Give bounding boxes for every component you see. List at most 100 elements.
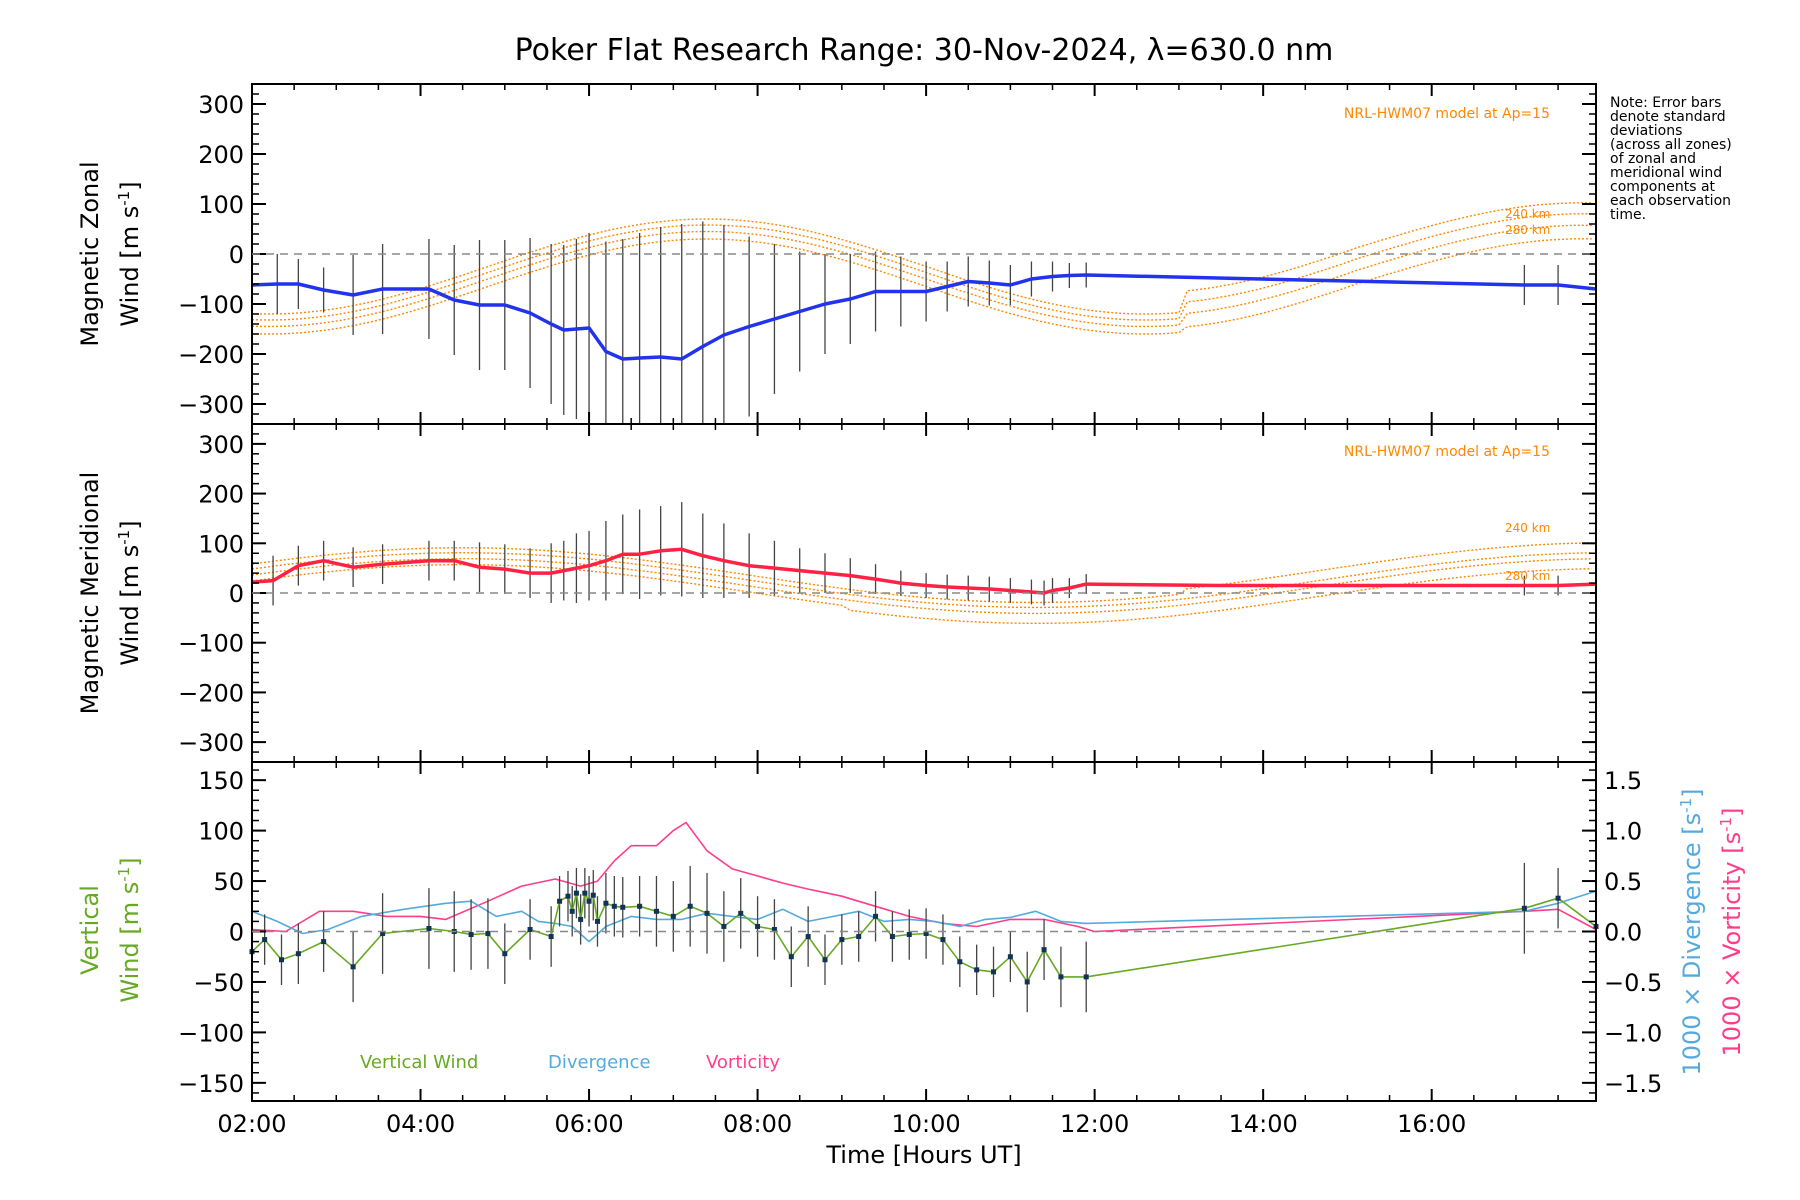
zonal-y-tick-label: −100 — [178, 291, 244, 319]
note-line: of zonal and — [1610, 151, 1696, 167]
meridional-y-tick-label: −300 — [178, 729, 244, 757]
vertical-wind-point — [755, 923, 761, 929]
zonal-alt-label-240: 240 km — [1505, 207, 1550, 221]
vertical-wind-point — [565, 893, 571, 899]
vertical-wind-point — [771, 926, 777, 932]
vertical-wind-point — [856, 934, 862, 940]
error-bar-note: Note: Error bars denote standard deviation… — [1610, 96, 1790, 222]
right-label-vorticity-part: -1 — [1717, 817, 1735, 832]
zonal-model-curve — [251, 224, 1592, 328]
zonal-model-curve — [251, 238, 1592, 335]
right-label-divergence-part: 1000 × Divergence [s — [1678, 813, 1706, 1076]
note-line: each observation — [1610, 193, 1732, 209]
meridional-y-label-line1-part: Magnetic Meridional — [76, 472, 104, 715]
vertical-wind-point — [721, 923, 727, 929]
vertical-wind-point — [426, 925, 432, 931]
vertical-y-tick-label: 100 — [198, 818, 244, 846]
zonal-y-tick-label: −300 — [178, 391, 244, 419]
vertical-y-label-line2-part: ] — [116, 857, 144, 866]
vertical-wind-point — [670, 913, 676, 919]
legend-vorticity: Vorticity — [706, 1052, 780, 1073]
right-y-tick-label: −1.5 — [1604, 1070, 1662, 1098]
vertical-wind-point — [923, 931, 929, 937]
meridional-y-label-line2-part: Wind [m s — [116, 545, 144, 666]
meridional-y-tick-label: 0 — [229, 580, 244, 608]
right-label-divergence-part: -1 — [1677, 798, 1695, 813]
note-line: time. — [1610, 207, 1647, 223]
vertical-y-label-line2-part: Wind [m s — [116, 882, 144, 1003]
note-line: (across all zones) — [1610, 137, 1732, 153]
x-axis-label: Time [Hours UT] — [825, 1141, 1021, 1169]
vertical-wind-point — [822, 957, 828, 963]
zonal-y-label-line1-part: Magnetic Zonal — [76, 161, 104, 346]
meridional-y-tick-label: 300 — [198, 431, 244, 459]
x-tick-label: 10:00 — [892, 1110, 961, 1138]
vertical-wind-point — [1058, 974, 1064, 980]
vertical-wind-point — [788, 954, 794, 960]
vertical-wind-point — [653, 908, 659, 914]
vertical-wind-point — [569, 908, 575, 914]
x-tick-label: 16:00 — [1397, 1110, 1466, 1138]
vertical-wind-point — [1007, 954, 1013, 960]
meridional-y-tick-label: −200 — [178, 679, 244, 707]
vertical-y-label-line2: Wind [m s-1] — [115, 857, 144, 1002]
x-tick-label: 08:00 — [723, 1110, 792, 1138]
right-y-tick-label: 1.0 — [1604, 818, 1642, 846]
vertical-wind-point — [611, 903, 617, 909]
note-line: Note: Error bars — [1610, 95, 1722, 111]
panel-layer: 300 200 100 0 −100 −200 −300 NRL-HWM07 model at… — [76, 83, 1746, 1138]
x-tick-label: 02:00 — [217, 1110, 286, 1138]
zonal-y-label-line2-part: ] — [116, 181, 144, 190]
meridional-y-tick-label: 200 — [198, 481, 244, 509]
vertical-wind-point — [603, 900, 609, 906]
vertical-wind-point — [805, 934, 811, 940]
zonal-model-curve — [251, 213, 1592, 321]
legend-vertical-wind: Vertical Wind — [360, 1052, 478, 1073]
vertical-wind-point — [468, 932, 474, 938]
vertical-wind-point — [637, 903, 643, 909]
zonal-y-tick-label: 0 — [229, 241, 244, 269]
chart-title: Poker Flat Research Range: 30-Nov-2024, … — [515, 33, 1334, 68]
vertical-wind-point — [502, 951, 508, 957]
meridional-y-tick-label: 100 — [198, 530, 244, 558]
vertical-wind-point — [350, 964, 356, 970]
vertical-wind-point — [262, 937, 268, 943]
vertical-wind-point — [704, 910, 710, 916]
vertical-wind-point — [527, 926, 533, 932]
x-tick-label: 14:00 — [1229, 1110, 1298, 1138]
note-line: deviations — [1610, 123, 1683, 139]
meridional-alt-label-280: 280 km — [1505, 569, 1550, 583]
meridional-y-tick-label: −100 — [178, 630, 244, 658]
x-tick-label: 12:00 — [1060, 1110, 1129, 1138]
right-y-tick-label: 0.0 — [1604, 919, 1642, 947]
meridional-wind-line — [251, 547, 1597, 595]
meridional-y-label-line1: Magnetic Meridional — [76, 472, 104, 715]
right-label-divergence-part: ] — [1678, 788, 1706, 797]
vertical-wind-point — [940, 937, 946, 943]
vertical-wind-point — [1083, 974, 1089, 980]
vertical-y-tick-label: 0 — [229, 919, 244, 947]
vertical-wind-point — [873, 913, 879, 919]
meridional-model-curve — [251, 558, 1592, 615]
zonal-model-label: NRL-HWM07 model at Ap=15 — [1344, 106, 1550, 122]
note-line: denote standard — [1610, 109, 1726, 125]
meridional-alt-label-240: 240 km — [1505, 521, 1550, 535]
vertical-y-tick-label: 150 — [198, 767, 244, 795]
note-line: components at — [1610, 179, 1716, 195]
right-y-tick-label: 0.5 — [1604, 868, 1642, 896]
note-line: meridional wind — [1610, 165, 1723, 181]
vertical-wind-point — [687, 903, 693, 909]
vertical-wind-point — [321, 939, 327, 945]
vertical-wind-point — [295, 951, 301, 957]
meridional-model-curve — [251, 551, 1592, 609]
vertical-wind-point — [380, 931, 386, 937]
vertical-wind-point — [957, 959, 963, 965]
vertical-y-tick-label: −150 — [178, 1070, 244, 1098]
vertical-y-label-line2-part: -1 — [115, 867, 133, 882]
meridional-model-curve — [251, 564, 1592, 624]
vorticity-line — [251, 821, 1597, 933]
zonal-y-tick-label: 100 — [198, 191, 244, 219]
vertical-wind-point — [839, 937, 845, 943]
vertical-wind-point — [991, 969, 997, 975]
vertical-wind-point — [548, 934, 554, 940]
